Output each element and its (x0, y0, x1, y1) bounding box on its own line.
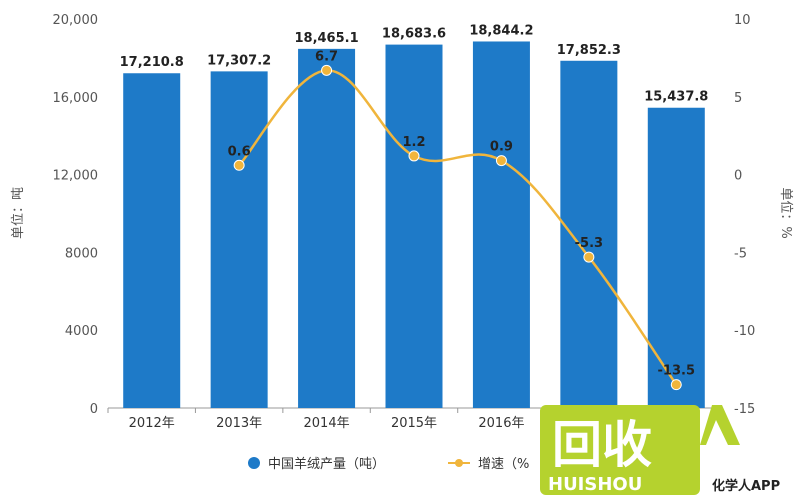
left-tick-label: 8000 (65, 246, 98, 261)
legend-bar-marker (248, 457, 260, 469)
legend: 中国羊绒产量（吨） 增速（% (248, 456, 529, 472)
left-tick-label: 4000 (65, 324, 98, 339)
bar (210, 71, 268, 408)
bar (123, 73, 181, 408)
bar-value-label: 17,210.8 (120, 55, 184, 70)
bars (123, 41, 705, 409)
left-tick-label: 12,000 (53, 169, 99, 184)
x-tick-label: 2012年 (129, 416, 175, 431)
legend-line-dot (455, 459, 463, 467)
x-tick-label: 2016年 (478, 416, 524, 431)
bar-value-label: 18,683.6 (382, 27, 446, 42)
right-tick-label: 10 (734, 13, 751, 28)
growth-point (583, 251, 595, 263)
axes: 0 4000 8000 12,000 16,000 20,000 -15 -10 -5 0 5 10 2… (53, 13, 756, 431)
bar (298, 48, 356, 408)
x-tick-label: 2014年 (304, 416, 350, 431)
growth-point (495, 155, 507, 167)
watermark-sub-text: HUISHOU (548, 474, 642, 495)
watermark: 回收 HUISHOU 化学人APP (540, 405, 780, 495)
left-tick-label: 20,000 (53, 13, 99, 28)
growth-value-label: 1.2 (402, 135, 425, 150)
bar-value-label: 18,844.2 (469, 23, 533, 38)
bar (472, 41, 530, 408)
right-tick-label: 5 (734, 91, 742, 106)
bar-value-label: 18,465.1 (294, 31, 358, 46)
growth-line-path (238, 69, 678, 386)
bar-value-label: 17,307.2 (207, 53, 271, 68)
right-tick-label: -10 (734, 324, 755, 339)
growth-value-label: 0.9 (490, 140, 513, 155)
watermark-logo-box (540, 405, 700, 495)
x-tick-label: 2013年 (216, 416, 262, 431)
bar (560, 60, 618, 408)
growth-point (321, 64, 333, 76)
right-tick-label: 0 (734, 169, 742, 184)
growth-value-label: 6.7 (315, 49, 338, 64)
legend-bar-label: 中国羊绒产量（吨） (268, 456, 385, 472)
legend-line-label: 增速（% (478, 457, 529, 472)
growth-value-label: 0.6 (228, 144, 251, 159)
growth-value-label: -13.5 (658, 364, 695, 379)
x-tick-label: 2015年 (391, 416, 437, 431)
data-labels: 17,210.8 17,307.2 18,465.1 18,683.6 18,844.2… (120, 23, 709, 378)
growth-point (408, 150, 420, 162)
bar-value-label: 15,437.8 (644, 90, 708, 105)
growth-value-label: -5.3 (575, 236, 603, 251)
watermark-caption: 化学人APP (712, 478, 780, 494)
left-tick-label: 16,000 (53, 91, 99, 106)
left-tick-label: 0 (90, 402, 98, 417)
right-axis-title: 单位：% (778, 187, 793, 238)
bar (385, 44, 443, 409)
bar-value-label: 17,852.3 (557, 43, 621, 58)
growth-point (233, 159, 245, 171)
watermark-person-icon (700, 405, 740, 445)
watermark-logo-text: 回收 (552, 416, 652, 474)
left-axis-title: 单位：吨 (11, 187, 26, 239)
growth-point (670, 379, 682, 391)
growth-line (233, 64, 682, 391)
right-tick-label: -5 (734, 246, 747, 261)
right-tick-label: -15 (734, 402, 755, 417)
